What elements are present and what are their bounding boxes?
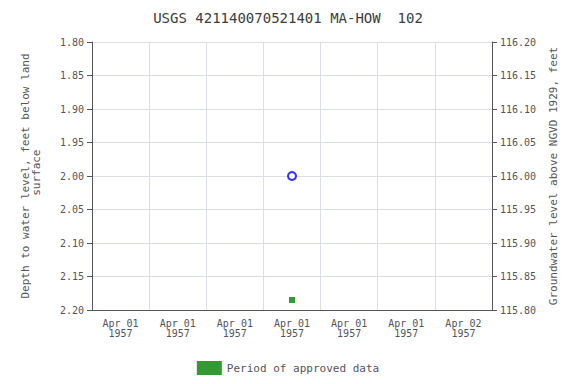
- svg-text:1.85: 1.85: [60, 70, 84, 81]
- svg-text:Apr 01: Apr 01: [159, 317, 196, 329]
- svg-text:surface: surface: [30, 150, 43, 203]
- svg-text:1.95: 1.95: [60, 137, 84, 148]
- svg-text:2.20: 2.20: [60, 305, 84, 316]
- svg-text:Depth to water level, feet bel: Depth to water level, feet below land: [19, 53, 32, 299]
- svg-text:Apr 01: Apr 01: [216, 317, 253, 329]
- svg-text:115.95: 115.95: [500, 204, 536, 215]
- svg-text:1957: 1957: [337, 328, 361, 339]
- svg-text:116.10: 116.10: [500, 104, 536, 115]
- svg-text:1957: 1957: [451, 328, 475, 339]
- svg-text:2.15: 2.15: [60, 271, 84, 282]
- svg-text:USGS 421140070521401 MA-HOW 1: USGS 421140070521401 MA-HOW 102: [153, 10, 423, 26]
- svg-text:115.80: 115.80: [500, 305, 536, 316]
- svg-text:1957: 1957: [166, 328, 190, 339]
- svg-text:Apr 01: Apr 01: [102, 317, 139, 329]
- svg-text:Apr 02: Apr 02: [445, 317, 482, 329]
- svg-text:116.20: 116.20: [500, 37, 536, 48]
- svg-text:1957: 1957: [394, 328, 418, 339]
- svg-text:Apr 01: Apr 01: [273, 317, 311, 329]
- svg-text:Apr 01: Apr 01: [388, 317, 425, 329]
- svg-text:1.90: 1.90: [60, 104, 84, 115]
- svg-text:Apr 01: Apr 01: [331, 317, 368, 329]
- svg-text:1957: 1957: [223, 328, 247, 339]
- svg-text:115.85: 115.85: [500, 271, 536, 282]
- svg-text:115.90: 115.90: [500, 238, 536, 249]
- svg-text:Period of approved data: Period of approved data: [227, 362, 379, 375]
- svg-text:116.00: 116.00: [500, 171, 536, 182]
- svg-text:1.80: 1.80: [60, 37, 84, 48]
- svg-text:2.10: 2.10: [60, 238, 84, 249]
- svg-text:2.05: 2.05: [60, 204, 84, 215]
- svg-text:116.15: 116.15: [500, 70, 536, 81]
- svg-text:1957: 1957: [109, 328, 133, 339]
- svg-text:1957: 1957: [280, 328, 304, 339]
- svg-text:116.05: 116.05: [500, 137, 536, 148]
- svg-text:Groundwater level above NGVD 1: Groundwater level above NGVD 1929, feet: [547, 47, 560, 305]
- svg-text:2.00: 2.00: [60, 171, 84, 182]
